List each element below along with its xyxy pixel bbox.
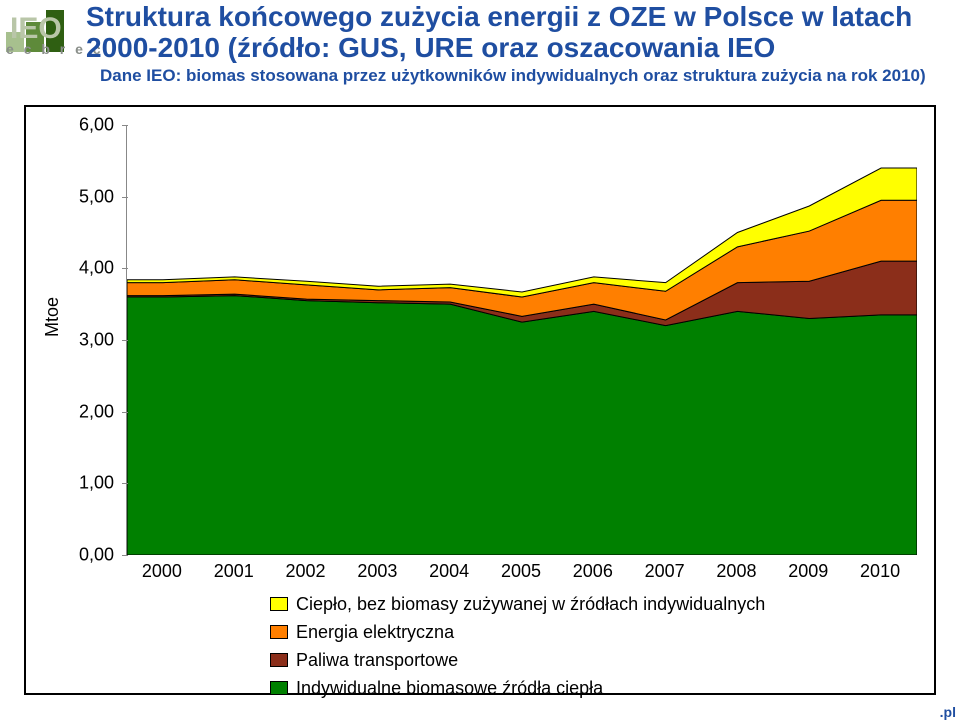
legend-swatch — [270, 625, 288, 639]
y-tick-mark — [122, 340, 128, 341]
y-tick-mark — [122, 483, 128, 484]
y-tick-label: 3,00 — [44, 330, 114, 351]
footer-text: .pl — [940, 704, 956, 720]
x-tick-label: 2004 — [419, 561, 479, 582]
page-title: Struktura końcowego zużycia energii z OZ… — [86, 2, 952, 64]
x-tick-label: 2009 — [778, 561, 838, 582]
y-tick-mark — [122, 555, 128, 556]
y-tick-mark — [122, 268, 128, 269]
x-tick-label: 2001 — [204, 561, 264, 582]
y-tick-label: 6,00 — [44, 115, 114, 136]
y-tick-mark — [122, 412, 128, 413]
y-tick-label: 1,00 — [44, 473, 114, 494]
area-series — [127, 296, 917, 555]
x-tick-label: 2005 — [491, 561, 551, 582]
legend-label: Indywidualne biomasowe źródła ciepła — [296, 675, 603, 701]
y-tick-label: 2,00 — [44, 401, 114, 422]
legend-swatch — [270, 653, 288, 667]
x-tick-label: 2000 — [132, 561, 192, 582]
legend-label: Energia elektryczna — [296, 619, 454, 645]
legend-label: Ciepło, bez biomasy zużywanej w źródłach… — [296, 591, 765, 617]
legend-swatch — [270, 681, 288, 695]
x-tick-label: 2003 — [347, 561, 407, 582]
x-tick-label: 2007 — [635, 561, 695, 582]
y-tick-label: 5,00 — [44, 186, 114, 207]
y-tick-mark — [122, 125, 128, 126]
plot-area — [126, 125, 916, 555]
x-tick-label: 2006 — [563, 561, 623, 582]
y-tick-label: 0,00 — [44, 545, 114, 566]
chart-container: Mtoe 0,001,002,003,004,005,006,00 200020… — [24, 105, 936, 695]
x-tick-label: 2010 — [850, 561, 910, 582]
page-subtitle: Dane IEO: biomas stosowana przez użytkow… — [100, 66, 952, 86]
y-tick-mark — [122, 197, 128, 198]
x-tick-label: 2008 — [706, 561, 766, 582]
y-tick-label: 4,00 — [44, 258, 114, 279]
legend: Ciepło, bez biomasy zużywanej w źródłach… — [270, 591, 765, 703]
legend-item: Paliwa transportowe — [270, 647, 765, 673]
x-tick-label: 2002 — [276, 561, 336, 582]
legend-item: Indywidualne biomasowe źródła ciepła — [270, 675, 765, 701]
legend-swatch — [270, 597, 288, 611]
legend-label: Paliwa transportowe — [296, 647, 458, 673]
legend-item: Ciepło, bez biomasy zużywanej w źródłach… — [270, 591, 765, 617]
legend-item: Energia elektryczna — [270, 619, 765, 645]
